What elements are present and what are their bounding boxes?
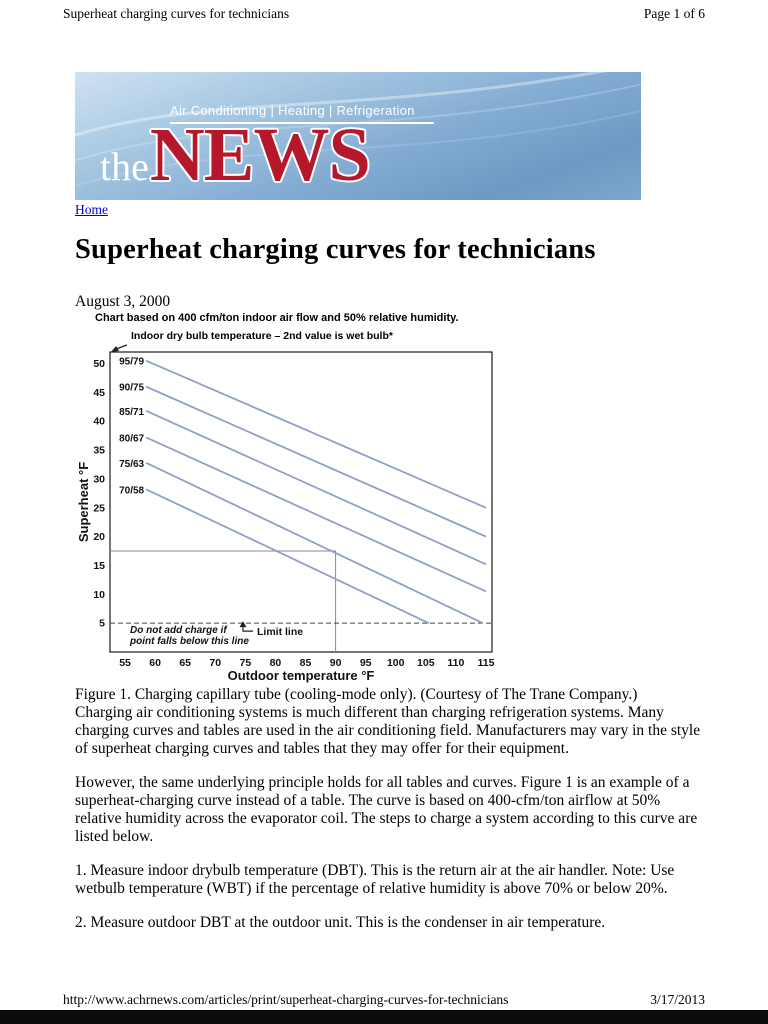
logo-the: the: [100, 144, 149, 189]
svg-text:110: 110: [447, 657, 464, 669]
paragraph-3: 1. Measure indoor drybulb temperature (D…: [75, 862, 675, 897]
footer-date: 3/17/2013: [650, 992, 705, 1007]
article-body: Figure 1. Charging capillary tube (cooli…: [75, 686, 707, 948]
svg-text:95: 95: [360, 657, 372, 669]
svg-text:50: 50: [93, 358, 105, 370]
svg-text:75/63: 75/63: [119, 459, 144, 470]
svg-text:60: 60: [149, 657, 161, 669]
chart-annotation: Indoor dry bulb temperature – 2nd value …: [131, 330, 393, 342]
svg-text:65: 65: [179, 657, 191, 669]
svg-text:70: 70: [209, 657, 221, 669]
svg-text:30: 30: [93, 473, 105, 485]
svg-text:85/71: 85/71: [119, 407, 144, 418]
svg-text:25: 25: [93, 502, 105, 514]
paragraph-4: 2. Measure outdoor DBT at the outdoor un…: [75, 914, 606, 931]
svg-text:115: 115: [478, 657, 495, 669]
tagline-rule: [170, 122, 434, 124]
print-header: Superheat charging curves for technician…: [63, 6, 705, 22]
svg-text:15: 15: [93, 560, 105, 572]
svg-text:95/79: 95/79: [119, 357, 144, 368]
svg-text:80: 80: [270, 657, 282, 669]
figure-1-superheat-chart: Chart based on 400 cfm/ton indoor air fl…: [75, 312, 555, 690]
print-footer: http://www.achrnews.com/articles/print/s…: [63, 992, 705, 1008]
home-link[interactable]: Home: [75, 202, 108, 217]
svg-text:Superheat °F: Superheat °F: [76, 462, 91, 542]
svg-text:20: 20: [93, 531, 105, 543]
svg-text:70/58: 70/58: [119, 485, 144, 496]
svg-text:90/75: 90/75: [119, 383, 144, 394]
news-masthead-banner: Air Conditioning | Heating | Refrigerati…: [75, 72, 641, 200]
paragraph-2: However, the same underlying principle h…: [75, 774, 698, 845]
svg-text:100: 100: [387, 657, 405, 669]
svg-text:35: 35: [93, 445, 105, 457]
chart-title: Chart based on 400 cfm/ton indoor air fl…: [95, 312, 459, 324]
svg-text:75: 75: [240, 657, 252, 669]
viewer-bottom-bar: [0, 1010, 768, 1024]
article-title: Superheat charging curves for technician…: [75, 234, 596, 265]
svg-text:Limit line: Limit line: [257, 626, 303, 638]
svg-text:point falls below this line: point falls below this line: [129, 636, 249, 647]
page-indicator: Page 1 of 6: [643, 6, 705, 21]
svg-text:45: 45: [93, 387, 105, 399]
the-news-logo: the NEWS: [100, 113, 371, 197]
figure-caption: Figure 1. Charging capillary tube (cooli…: [75, 686, 638, 703]
footer-url: http://www.achrnews.com/articles/print/s…: [63, 992, 509, 1007]
svg-text:40: 40: [93, 416, 105, 428]
svg-text:90: 90: [330, 657, 342, 669]
svg-text:Do not add charge if: Do not add charge if: [130, 625, 228, 636]
svg-text:10: 10: [93, 589, 105, 601]
figure-chart-svg: 95/79 90/75 85/71 80/67 75/63 70/58 55 60 65 70 75…: [76, 344, 495, 683]
svg-text:5: 5: [99, 618, 105, 630]
svg-text:105: 105: [417, 657, 435, 669]
logo-news: NEWS: [149, 113, 371, 197]
header-title: Superheat charging curves for technician…: [63, 6, 290, 21]
banner-tagline: Air Conditioning | Heating | Refrigerati…: [170, 103, 415, 118]
svg-text:85: 85: [300, 657, 312, 669]
svg-text:Outdoor temperature °F: Outdoor temperature °F: [228, 668, 375, 683]
banner-swoosh-decoration: [75, 72, 641, 187]
paragraph-1: Charging air conditioning systems is muc…: [75, 704, 701, 757]
svg-text:55: 55: [119, 657, 131, 669]
article-date: August 3, 2000: [75, 293, 171, 310]
svg-text:80/67: 80/67: [119, 433, 144, 444]
